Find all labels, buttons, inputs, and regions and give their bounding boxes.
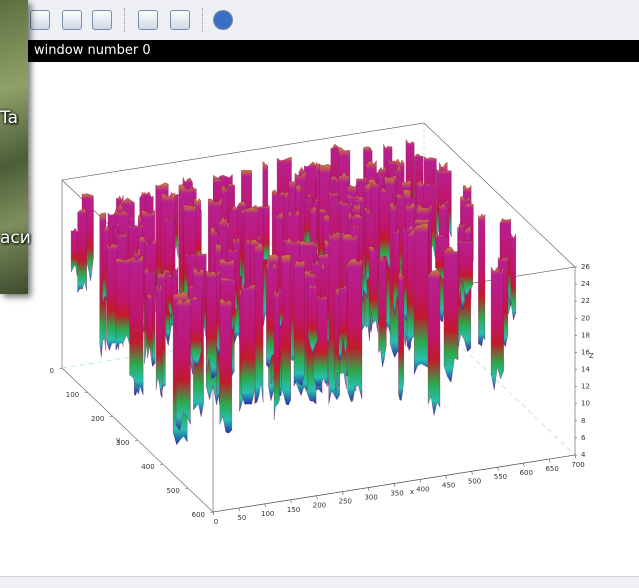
surface-spike [294, 261, 305, 386]
x-tick-label: 400 [416, 485, 429, 493]
status-bar [0, 576, 639, 588]
editor-button[interactable] [170, 10, 190, 30]
tick-mark [185, 488, 188, 489]
surface-spike [176, 299, 190, 431]
tick-mark [446, 475, 447, 478]
tick-mark [265, 504, 266, 507]
surface [71, 139, 516, 444]
datatip-button[interactable] [138, 10, 158, 30]
surface-spike [281, 255, 290, 405]
tick-mark [368, 488, 369, 491]
x-tick-label: 200 [313, 502, 326, 510]
surface-spike [428, 270, 440, 416]
surface-spike [379, 255, 387, 367]
zoom-in-button[interactable] [62, 10, 82, 30]
screenshot: window number 0 x y Z 050100150200250300… [0, 0, 639, 588]
toolbar [0, 0, 639, 41]
tick-mark [342, 492, 343, 495]
tick-mark [239, 508, 240, 511]
x-tick-label: 150 [287, 506, 300, 514]
z-tick-label: 18 [581, 331, 590, 339]
surface-spike [207, 271, 217, 378]
tick-mark [210, 512, 213, 513]
background-text: аси [0, 228, 31, 248]
tick-mark [316, 496, 317, 499]
surface-spike [78, 209, 87, 293]
surface-spike [130, 255, 144, 395]
zoom-area-button[interactable] [30, 10, 50, 30]
tick-mark [394, 484, 395, 487]
zoom-out-button[interactable] [92, 10, 112, 30]
x-tick-label: 550 [494, 473, 507, 481]
z-tick-label: 6 [581, 434, 586, 442]
surface-spike [348, 259, 362, 403]
tick-mark [135, 440, 138, 441]
background-text: Ta [0, 108, 18, 128]
surface-spike [274, 290, 280, 420]
x-tick-label: 50 [237, 514, 246, 522]
tick-mark [110, 416, 113, 417]
background-window: Ta аси [0, 0, 28, 294]
y-tick-label: 0 [50, 367, 54, 375]
y-tick-label: 500 [166, 487, 179, 495]
tick-mark [85, 392, 88, 393]
z-tick-label: 22 [581, 297, 590, 305]
help-button[interactable] [213, 10, 233, 30]
figure-title-bar: window number 0 [0, 40, 639, 62]
surface-spike [478, 214, 485, 347]
tick-mark [291, 500, 292, 503]
tick-mark [420, 479, 421, 482]
surface-spike [147, 295, 152, 365]
z-tick-label: 10 [581, 400, 590, 408]
z-tick-label: 14 [581, 366, 590, 374]
x-axis-label: x [410, 488, 414, 496]
plot-3d: x y Z 0501001502002503003504004505005506… [0, 62, 639, 576]
y-tick-label: 400 [141, 463, 154, 471]
x-tick-label: 500 [468, 477, 481, 485]
z-tick-label: 8 [581, 417, 585, 425]
z-tick-label: 26 [581, 263, 590, 271]
x-tick-label: 250 [339, 498, 352, 506]
surface-spike [220, 299, 232, 433]
tick-mark [497, 467, 498, 470]
x-tick-label: 600 [520, 469, 533, 477]
tick-mark [213, 512, 214, 515]
y-tick-label: 600 [192, 511, 205, 519]
z-tick-label: 24 [581, 280, 590, 288]
y-tick-label: 100 [66, 391, 79, 399]
surface-spike [369, 247, 378, 333]
surface-spike [414, 223, 428, 374]
z-tick-label: 12 [581, 383, 590, 391]
z-tick-label: 16 [581, 348, 590, 356]
tick-mark [575, 455, 576, 458]
x-tick-label: 700 [571, 461, 584, 469]
surface-spike [241, 283, 255, 404]
tick-mark [472, 471, 473, 474]
tick-mark [523, 463, 524, 466]
y-tick-label: 200 [91, 415, 104, 423]
surface-spike [398, 273, 403, 401]
x-tick-label: 0 [214, 518, 218, 526]
surface-spike [190, 296, 201, 366]
x-tick-label: 350 [390, 490, 403, 498]
y-tick-label: 300 [116, 439, 129, 447]
separator [202, 8, 204, 32]
tick-mark [59, 368, 62, 369]
surface-spike [491, 267, 504, 390]
tick-mark [160, 464, 163, 465]
surface-spike [116, 258, 131, 350]
surface-spike [255, 243, 263, 403]
tick-mark [549, 459, 550, 462]
window-title: window number 0 [34, 40, 151, 62]
z-tick-label: 20 [581, 314, 590, 322]
x-tick-label: 650 [545, 465, 558, 473]
x-tick-label: 100 [261, 510, 274, 518]
x-tick-label: 450 [442, 481, 455, 489]
surface-spike [444, 247, 458, 383]
x-tick-label: 300 [364, 494, 377, 502]
separator [124, 8, 126, 32]
z-tick-label: 4 [581, 451, 586, 459]
